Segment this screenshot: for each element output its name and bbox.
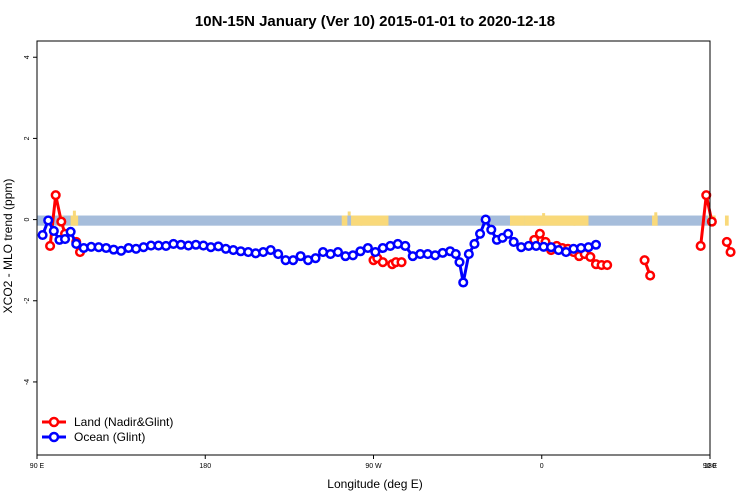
land-point	[725, 247, 736, 258]
land-band	[542, 213, 546, 216]
land-series	[45, 190, 736, 281]
land-band	[351, 215, 363, 226]
ocean-point	[295, 251, 306, 262]
land-point	[645, 270, 656, 281]
x-tick-label: 0	[540, 463, 544, 470]
y-tick-label: 0	[24, 218, 31, 222]
ocean-point	[590, 239, 602, 250]
ocean-point	[450, 249, 461, 260]
legend-ocean-label: Ocean (Glint)	[74, 430, 145, 444]
ocean-point	[370, 247, 381, 258]
ocean-point	[43, 215, 54, 226]
ocean-series	[37, 214, 602, 288]
land-point	[602, 259, 613, 271]
land-point	[45, 240, 56, 252]
background-bands	[37, 210, 729, 226]
y-tick-label: -2	[24, 298, 31, 304]
land-point	[706, 216, 717, 227]
legend-land-label: Land (Nadir&Glint)	[74, 415, 173, 429]
legend-land-marker	[48, 416, 60, 428]
ocean-point	[273, 249, 284, 260]
ocean-point	[347, 250, 358, 261]
land-band	[652, 215, 658, 226]
land-point	[50, 190, 61, 201]
land-point	[56, 216, 67, 227]
ocean-point	[332, 247, 344, 258]
land-point	[534, 228, 545, 239]
x-axis-label: Longitude (deg E)	[327, 477, 422, 491]
land-band	[724, 215, 729, 226]
x-tick-label: 90 E	[30, 463, 45, 470]
land-point	[721, 236, 732, 247]
land-point	[585, 251, 596, 262]
land-band	[70, 215, 79, 226]
ocean-point	[37, 229, 48, 241]
y-tick-label: 2	[24, 136, 31, 140]
chart-title: 10N-15N January (Ver 10) 2015-01-01 to 2…	[195, 13, 555, 30]
x-tick-label: 90 W	[365, 463, 382, 470]
ocean-point	[400, 240, 411, 252]
land-band	[360, 215, 389, 226]
ocean-point	[310, 253, 321, 264]
land-band	[347, 211, 351, 216]
ocean-point	[508, 236, 519, 247]
plot-frame	[36, 40, 711, 456]
ocean-point	[503, 228, 514, 239]
y-axis-label: XCO2 - MLO trend (ppm)	[1, 179, 15, 314]
x-tick-label: 180	[704, 463, 716, 470]
ocean-point	[265, 244, 276, 256]
y-tick-label: -4	[24, 379, 31, 385]
x-tick-label: 90 E	[703, 463, 718, 470]
land-band	[524, 215, 576, 226]
ocean-point	[480, 214, 491, 225]
ocean-point	[463, 249, 474, 260]
ocean-point	[48, 225, 59, 237]
y-axis: -4 -2 0 2 4	[24, 55, 37, 385]
land-band	[341, 215, 348, 226]
ocean-point	[469, 238, 480, 249]
land-point	[639, 255, 650, 266]
y-tick-label: 4	[24, 55, 31, 59]
land-point	[396, 257, 407, 268]
land-point	[377, 257, 388, 268]
legend-ocean-marker	[48, 431, 60, 443]
ocean-point	[454, 257, 465, 268]
ocean-point	[288, 255, 299, 266]
land-band	[509, 215, 525, 226]
ocean-point	[71, 238, 82, 249]
ocean-point	[65, 226, 76, 237]
ocean-point	[458, 277, 469, 288]
land-point	[695, 240, 706, 252]
ocean-point	[59, 234, 71, 245]
ocean-point	[475, 228, 486, 239]
x-tick-label: 180	[199, 463, 211, 470]
ocean-point	[486, 224, 497, 235]
land-point	[701, 190, 712, 201]
legend: Land (Nadir&Glint) Ocean (Glint)	[42, 415, 173, 444]
land-band	[72, 210, 76, 216]
land-band	[573, 215, 589, 226]
ocean-point	[362, 242, 373, 254]
land-band	[654, 212, 658, 216]
